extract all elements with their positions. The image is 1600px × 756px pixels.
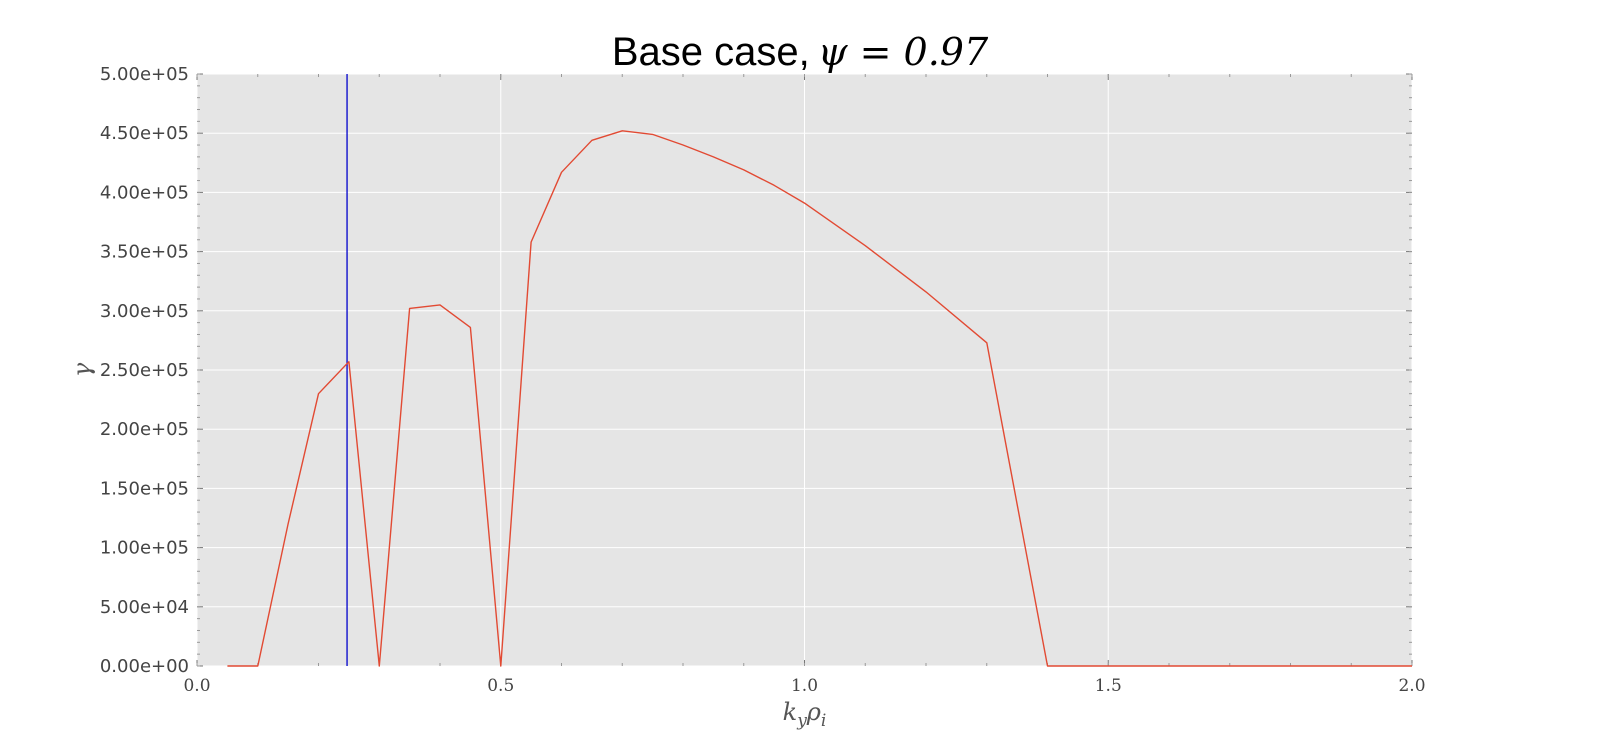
chart-title-math: ψ = 0.97 bbox=[817, 30, 989, 74]
x-axis-label-k: k bbox=[783, 698, 798, 726]
x-tick-label: 2.0 bbox=[1398, 676, 1425, 696]
x-tick-label: 1.0 bbox=[791, 676, 818, 696]
y-tick-label: 1.50e+05 bbox=[100, 478, 189, 499]
y-tick-label: 3.00e+05 bbox=[100, 301, 189, 322]
chart-title: Base case, ψ = 0.97 bbox=[0, 30, 1600, 75]
series-line bbox=[227, 130, 1412, 667]
y-tick-label: 5.00e+04 bbox=[100, 597, 189, 618]
y-tick-label: 5.00e+05 bbox=[100, 64, 189, 85]
y-tick-label: 2.50e+05 bbox=[100, 360, 189, 381]
x-axis-label-sub-y: y bbox=[796, 711, 807, 731]
y-tick-label: 1.00e+05 bbox=[100, 538, 189, 559]
x-tick-label: 0.5 bbox=[487, 676, 514, 696]
x-axis-label: kyρi bbox=[783, 698, 827, 731]
y-tick-label: 0.00e+00 bbox=[100, 656, 189, 677]
tick-marks bbox=[196, 73, 1413, 667]
x-tick-label: 0.0 bbox=[183, 676, 210, 696]
y-tick-label: 3.50e+05 bbox=[100, 242, 189, 263]
data-series bbox=[227, 130, 1412, 667]
y-axis-label: γ bbox=[68, 362, 96, 377]
y-tick-label: 4.50e+05 bbox=[100, 123, 189, 144]
x-axis-label-rho: ρ bbox=[806, 698, 821, 726]
y-tick-label: 2.00e+05 bbox=[100, 419, 189, 440]
x-tick-labels: 0.0 0.5 1.0 1.5 2.0 bbox=[183, 676, 1425, 696]
y-tick-labels: 0.00e+00 5.00e+04 1.00e+05 1.50e+05 2.00e+05… bbox=[100, 64, 189, 677]
x-tick-label: 1.5 bbox=[1095, 676, 1122, 696]
y-tick-label: 4.00e+05 bbox=[100, 182, 189, 203]
chart-title-text: Base case, bbox=[611, 30, 810, 74]
x-axis-label-sub-i: i bbox=[821, 711, 826, 731]
